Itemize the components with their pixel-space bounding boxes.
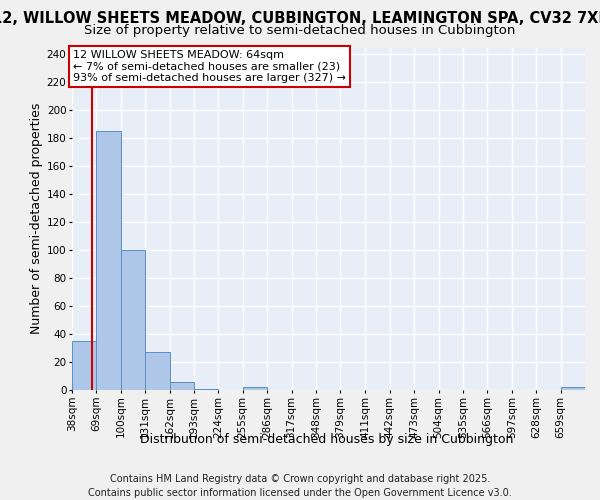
Text: Distribution of semi-detached houses by size in Cubbington: Distribution of semi-detached houses by … (140, 432, 514, 446)
Text: Contains HM Land Registry data © Crown copyright and database right 2025.
Contai: Contains HM Land Registry data © Crown c… (88, 474, 512, 498)
Bar (97, 132, 121, 390)
Bar (194, 388, 218, 390)
Bar (243, 387, 267, 390)
Bar (560, 387, 585, 390)
Text: 12 WILLOW SHEETS MEADOW: 64sqm
← 7% of semi-detached houses are smaller (23)
93%: 12 WILLOW SHEETS MEADOW: 64sqm ← 7% of s… (73, 50, 346, 84)
Bar (145, 352, 170, 390)
Y-axis label: Number of semi-detached properties: Number of semi-detached properties (29, 103, 43, 334)
Bar (170, 382, 194, 390)
Text: 12, WILLOW SHEETS MEADOW, CUBBINGTON, LEAMINGTON SPA, CV32 7XL: 12, WILLOW SHEETS MEADOW, CUBBINGTON, LE… (0, 11, 600, 26)
Bar (72, 341, 97, 390)
Text: Size of property relative to semi-detached houses in Cubbington: Size of property relative to semi-detach… (85, 24, 515, 37)
Bar (121, 250, 145, 390)
